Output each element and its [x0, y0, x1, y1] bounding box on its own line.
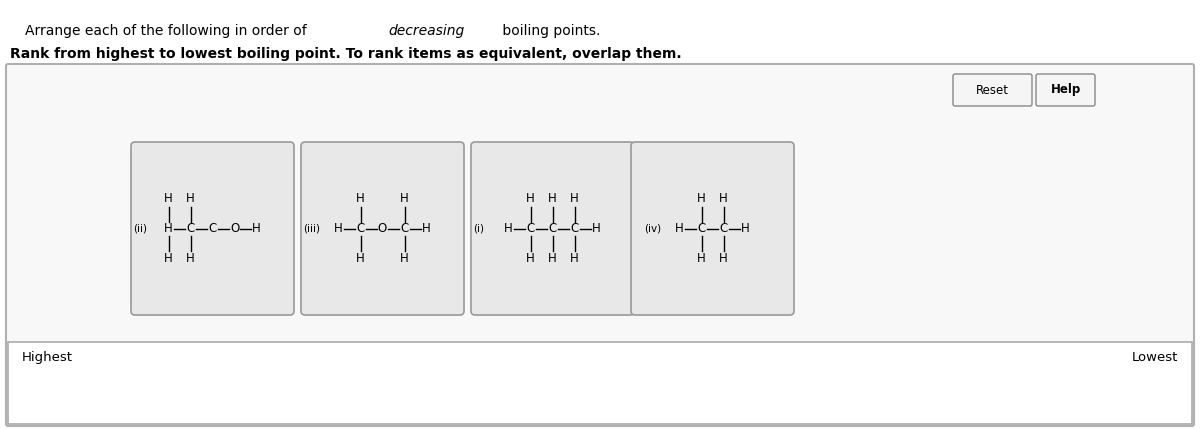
Text: C: C [401, 222, 409, 235]
Text: decreasing: decreasing [388, 24, 464, 38]
Text: C: C [697, 222, 706, 235]
FancyBboxPatch shape [301, 142, 464, 315]
Text: H: H [422, 222, 431, 235]
Text: C: C [356, 222, 365, 235]
Text: H: H [186, 192, 194, 205]
FancyBboxPatch shape [131, 142, 294, 315]
Text: (i): (i) [474, 224, 485, 233]
Text: H: H [356, 192, 365, 205]
FancyBboxPatch shape [953, 74, 1032, 106]
Text: H: H [400, 252, 409, 265]
Text: C: C [209, 222, 217, 235]
Text: C: C [570, 222, 578, 235]
Text: H: H [570, 192, 578, 205]
Text: H: H [570, 252, 578, 265]
Text: H: H [719, 252, 728, 265]
Text: H: H [548, 252, 557, 265]
Text: H: H [548, 192, 557, 205]
Text: H: H [526, 252, 535, 265]
Text: C: C [719, 222, 727, 235]
Text: H: H [676, 222, 684, 235]
FancyBboxPatch shape [8, 342, 1192, 424]
Text: H: H [334, 222, 343, 235]
Text: H: H [697, 192, 706, 205]
Text: O: O [230, 222, 239, 235]
Text: C: C [186, 222, 194, 235]
FancyBboxPatch shape [470, 142, 634, 315]
Text: C: C [527, 222, 535, 235]
Text: (ii): (ii) [133, 224, 148, 233]
Text: O: O [378, 222, 388, 235]
Text: (iv): (iv) [644, 224, 661, 233]
Text: H: H [697, 252, 706, 265]
Text: Rank from highest to lowest boiling point. To rank items as equivalent, overlap : Rank from highest to lowest boiling poin… [10, 47, 682, 61]
Text: Lowest: Lowest [1132, 351, 1178, 364]
Text: H: H [719, 192, 728, 205]
Text: H: H [164, 252, 173, 265]
Text: H: H [592, 222, 601, 235]
Text: Highest: Highest [22, 351, 73, 364]
Text: H: H [186, 252, 194, 265]
FancyBboxPatch shape [1036, 74, 1096, 106]
Text: H: H [164, 222, 173, 235]
Text: H: H [164, 192, 173, 205]
FancyBboxPatch shape [631, 142, 794, 315]
Text: Arrange each of the following in order of: Arrange each of the following in order o… [25, 24, 311, 38]
Text: C: C [548, 222, 557, 235]
Text: H: H [526, 192, 535, 205]
Text: Help: Help [1050, 84, 1081, 97]
FancyBboxPatch shape [6, 64, 1194, 426]
Text: H: H [742, 222, 750, 235]
Text: H: H [356, 252, 365, 265]
Text: Reset: Reset [976, 84, 1009, 97]
Text: (iii): (iii) [304, 224, 320, 233]
Text: H: H [504, 222, 512, 235]
Text: boiling points.: boiling points. [498, 24, 600, 38]
Text: H: H [252, 222, 260, 235]
Text: H: H [400, 192, 409, 205]
